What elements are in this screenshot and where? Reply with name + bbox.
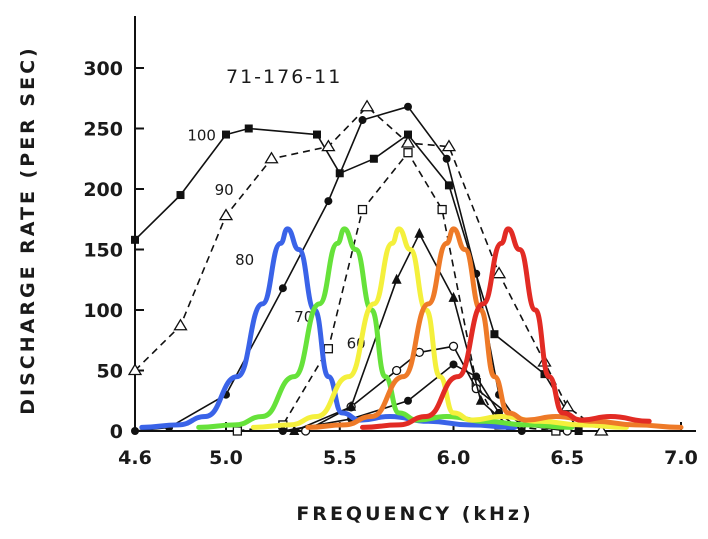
data-point [244,124,253,133]
overlay-curve [139,226,518,430]
data-point [278,427,287,435]
data-point [346,400,357,411]
y-tick-label: 150 [83,240,123,262]
data-point [491,266,507,279]
data-point [448,291,459,302]
intensity-label: 80 [235,251,254,269]
data-point [414,227,425,238]
series-line [237,151,556,432]
x-tick-label: 6.0 [437,447,471,469]
data-point [437,204,447,215]
data-point [574,427,583,435]
data-point [358,116,367,125]
data-point [391,273,402,284]
y-tick-label: 250 [83,119,123,141]
series-line [134,105,602,432]
data-point [131,235,139,244]
data-point [131,427,139,435]
data-point [444,181,453,190]
data-point [403,148,413,158]
data-point [359,99,375,112]
x-axis-title: FREQUENCY (kHz) [296,503,533,525]
data-point [448,341,459,351]
data-point [404,396,412,405]
data-point [594,423,609,436]
chart-text: 71-176-11 FREQUENCY (kHz) DISCHARGE RATE… [17,45,533,525]
overlay-curve [360,226,652,430]
x-tick-label: 5.0 [209,447,243,469]
intensity-label: 100 [187,127,216,145]
data-point [400,135,416,148]
x-tick-label: 6.5 [550,447,584,469]
y-tick-label: 200 [83,179,123,201]
series-line [134,127,580,432]
y-tick-label: 100 [83,300,123,322]
colored-overlay-curves [139,226,684,430]
data-point [173,318,188,331]
x-tick-label: 4.6 [118,447,152,469]
data-point [232,426,243,436]
data-point [289,425,300,435]
data-point [127,363,143,376]
data-point [323,344,334,354]
data-point [472,372,481,381]
chart-title: 71-176-11 [226,66,342,88]
data-point [391,365,402,376]
data-point [324,197,333,206]
y-tick-label: 50 [97,361,123,383]
data-point [442,154,451,163]
data-point [278,284,287,293]
x-tick-label: 7.0 [664,447,698,469]
y-tick-label: 0 [110,421,123,443]
y-axis-title: DISCHARGE RATE (PER SEC) [17,45,39,414]
axes: 0 50 100 150 200 250 300 4.6 5.0 5.5 6.0 6.5 7.0 [83,16,698,469]
data-point [218,208,234,221]
data-point [560,399,575,412]
x-tick-label: 5.5 [323,447,357,469]
data-point [449,360,458,369]
data-point [517,427,526,435]
data-point [475,394,486,405]
intensity-label: 90 [215,181,234,199]
data-point [313,130,321,139]
data-point [490,330,499,339]
data-point [222,130,230,139]
data-point [404,130,412,139]
data-point [321,139,336,152]
y-tick-label: 300 [83,58,123,80]
data-point [357,204,368,215]
data-point [176,191,185,200]
data-point [369,154,378,163]
data-point [404,102,412,111]
data-point [264,151,279,164]
data-point [441,139,457,152]
